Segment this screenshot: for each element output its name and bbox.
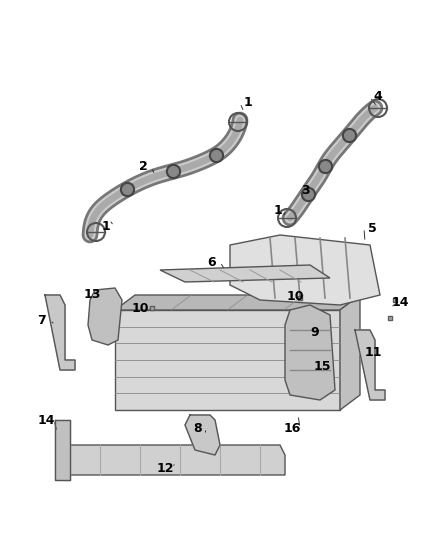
Text: 14: 14 — [391, 296, 409, 310]
Text: 2: 2 — [138, 160, 147, 174]
Text: 1: 1 — [102, 220, 110, 232]
Polygon shape — [55, 420, 70, 480]
Text: 13: 13 — [83, 288, 101, 302]
Polygon shape — [160, 265, 330, 282]
Text: 7: 7 — [38, 313, 46, 327]
Text: 15: 15 — [313, 359, 331, 373]
Polygon shape — [88, 288, 122, 345]
Polygon shape — [185, 415, 220, 455]
Text: 10: 10 — [131, 302, 149, 314]
Text: 9: 9 — [311, 327, 319, 340]
Polygon shape — [45, 295, 75, 370]
Polygon shape — [285, 305, 335, 400]
Text: 6: 6 — [208, 255, 216, 269]
Text: 14: 14 — [37, 414, 55, 426]
Polygon shape — [115, 310, 340, 410]
Text: 5: 5 — [367, 222, 376, 235]
Polygon shape — [340, 295, 360, 410]
Polygon shape — [230, 235, 380, 305]
Text: 16: 16 — [283, 422, 301, 434]
Text: 12: 12 — [156, 462, 174, 474]
Text: 11: 11 — [364, 346, 382, 359]
Text: 10: 10 — [286, 289, 304, 303]
Text: 3: 3 — [301, 183, 309, 197]
Polygon shape — [60, 445, 285, 475]
Polygon shape — [115, 295, 360, 310]
Text: 4: 4 — [374, 91, 382, 103]
Text: 1: 1 — [274, 204, 283, 216]
Text: 1: 1 — [244, 96, 252, 109]
Polygon shape — [355, 330, 385, 400]
Text: 8: 8 — [194, 422, 202, 434]
